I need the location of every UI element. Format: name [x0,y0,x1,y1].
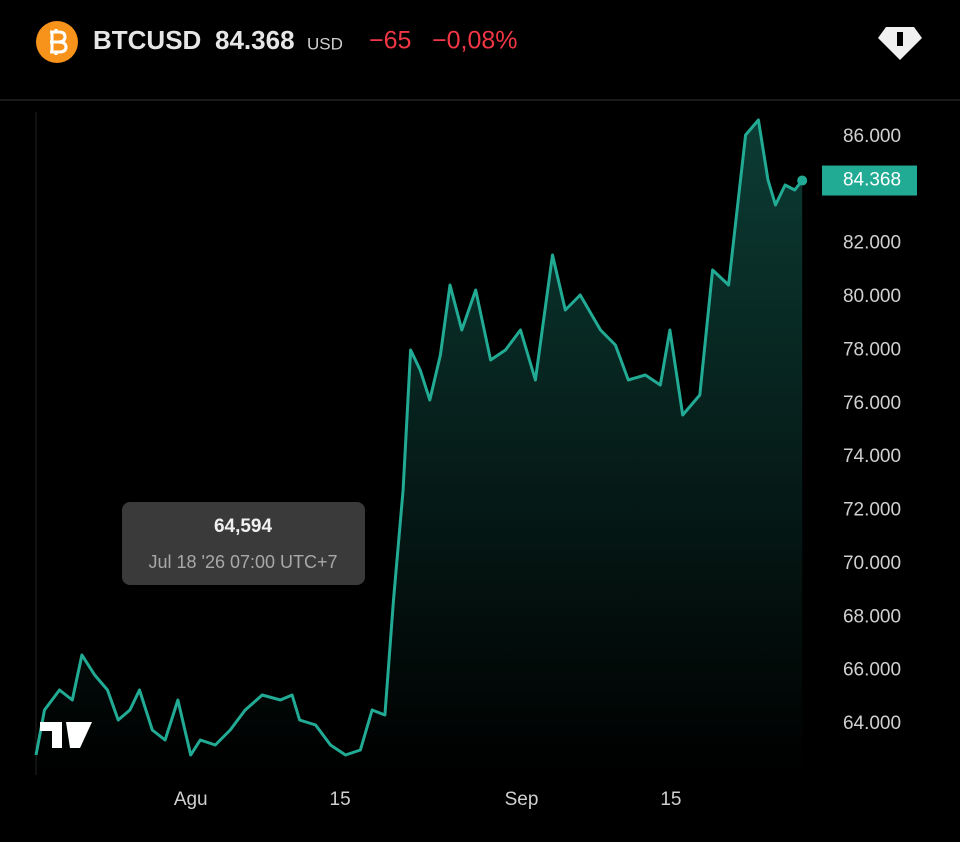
area [36,120,803,775]
currency: USD [307,34,343,53]
y-tick-label: 82.000 [843,233,901,254]
x-tick-label: 15 [660,789,681,810]
change-percent: −0,08% [432,27,518,55]
price-tag [822,165,917,196]
tooltip [122,502,365,585]
alert-icon-candle [897,32,903,46]
y-tick-label: 74.000 [843,446,901,467]
x-tick-label: Agu [174,789,208,810]
y-tick-label: 72.000 [843,500,901,521]
y-tick-label: 78.000 [843,339,901,360]
y-tick-label: 76.000 [843,393,901,414]
coin-glyph [50,29,68,55]
tooltip-time: Jul 18 '26 07:00 UTC+7 [148,552,337,572]
price-tag-label: 84.368 [843,170,901,191]
y-tick-label: 70.000 [843,553,901,574]
x-tick-label: Sep [505,789,539,810]
y-tick-label: 64.000 [843,713,901,734]
price-line [34,118,804,757]
y-tick-label: 66.000 [843,660,901,681]
x-tick-label: 15 [330,789,351,810]
logo [40,722,92,748]
tooltip-value: 64,594 [214,516,273,537]
y-tick-label: 86.000 [843,126,901,147]
price: 84.368 [215,25,295,55]
last-point [797,175,808,186]
y-tick-label: 68.000 [843,606,901,627]
y-tick-label: 80.000 [843,286,901,307]
symbol: BTCUSD [93,25,201,55]
change: −65 [369,27,411,55]
